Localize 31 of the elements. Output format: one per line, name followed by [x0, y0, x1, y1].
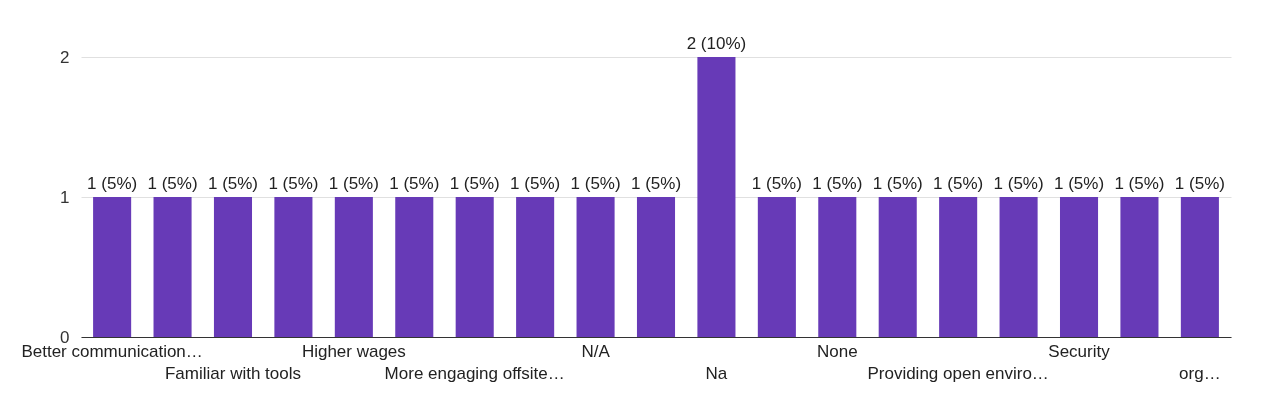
x-tick-label: Familiar with tools: [164, 363, 302, 383]
data-label: 1 (5%): [207, 174, 259, 193]
data-label: 1 (5%): [87, 174, 138, 193]
data-label: 1 (5%): [449, 174, 500, 193]
x-tick-label: More engaging offsite…: [384, 363, 565, 383]
data-label: 1 (5%): [933, 174, 984, 193]
x-tick-label: Higher wages: [301, 341, 406, 361]
data-label: 1 (5%): [570, 174, 621, 193]
data-label: 1 (5%): [1053, 174, 1105, 193]
data-label: 1 (5%): [993, 174, 1044, 193]
y-tick-label: 1: [60, 187, 70, 207]
data-label: 1 (5%): [268, 174, 319, 193]
x-tick-label: org…: [1179, 363, 1221, 383]
data-label: 1 (5%): [147, 174, 198, 193]
data-label: 1 (5%): [812, 174, 863, 193]
data-label: 1 (5%): [1114, 174, 1165, 193]
x-tick-label: Na: [705, 363, 728, 383]
data-label: 1 (5%): [1174, 174, 1225, 193]
data-label: 1 (5%): [510, 174, 561, 193]
y-tick-label: 2: [60, 47, 70, 67]
x-tick-label: Providing open enviro…: [867, 363, 1049, 383]
data-label: 2 (10%): [686, 34, 747, 53]
x-tick-label: None: [816, 341, 858, 361]
y-tick-label: 0: [60, 327, 70, 347]
data-label: 1 (5%): [751, 174, 802, 193]
data-label: 1 (5%): [328, 174, 379, 193]
x-tick-label: N/A: [581, 341, 611, 361]
data-label: 1 (5%): [630, 174, 682, 193]
x-tick-label: Security: [1048, 341, 1111, 361]
data-label: 1 (5%): [872, 174, 923, 193]
data-label: 1 (5%): [389, 174, 440, 193]
